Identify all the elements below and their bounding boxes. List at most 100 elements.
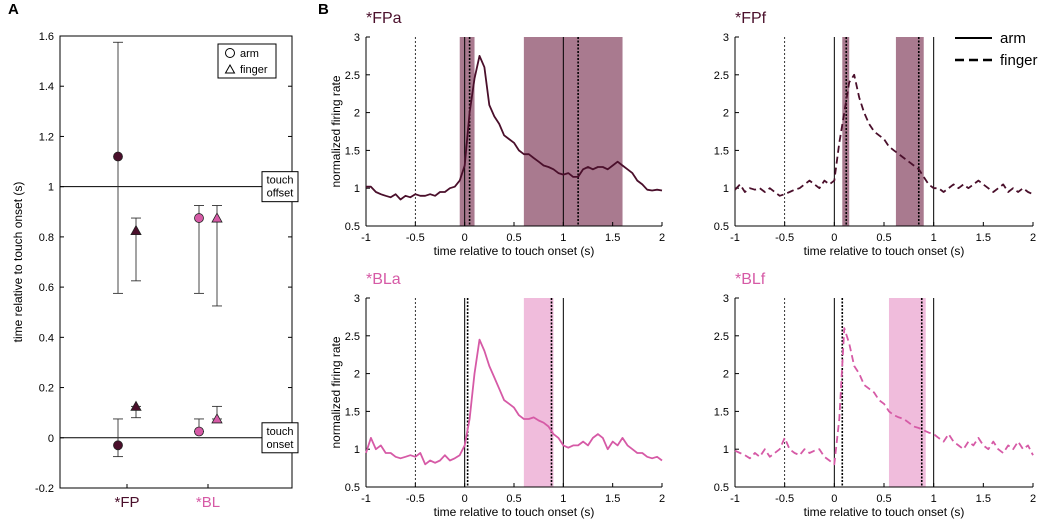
error-bar bbox=[113, 418, 123, 458]
y-tick-label: 2 bbox=[354, 369, 360, 381]
subplot-fpf: -1 -0.5 0 0.5 1 1.5 2 0.5 1 1.5 2 2.5 3 time relative… bbox=[714, 10, 1038, 258]
subplot-title: *BLf bbox=[735, 271, 766, 288]
y-tick-label: 3 bbox=[723, 32, 729, 44]
x-axis-label: time relative to touch onset (s) bbox=[434, 244, 595, 258]
y-tick-label: 1.6 bbox=[39, 31, 54, 43]
y-tick-label: 1 bbox=[723, 183, 729, 195]
x-tick-label: 0.5 bbox=[506, 232, 521, 244]
y-tick-label: 1.5 bbox=[714, 145, 729, 157]
data-point-circle bbox=[113, 151, 123, 162]
y-tick-label: 0.4 bbox=[39, 332, 54, 344]
y-tick-label: 1.4 bbox=[39, 81, 54, 93]
error-bar bbox=[113, 41, 123, 294]
y-tick-label: -0.2 bbox=[35, 483, 54, 495]
x-tick-label: -1 bbox=[730, 493, 740, 505]
panel-letter-a: A bbox=[8, 1, 19, 18]
y-tick-label: 0.6 bbox=[39, 282, 54, 294]
legend-label-finger: finger bbox=[1000, 52, 1038, 69]
reference-label-box bbox=[261, 171, 299, 203]
y-tick-label: 0.5 bbox=[714, 221, 729, 233]
x-tick-label: -0.5 bbox=[406, 232, 425, 244]
panel-letter-b: B bbox=[318, 1, 329, 18]
y-tick-label: 2.5 bbox=[345, 331, 360, 343]
y-tick-label: 0.2 bbox=[39, 383, 54, 395]
x-tick-label: -1 bbox=[730, 232, 740, 244]
legend-label-finger: finger bbox=[240, 64, 268, 76]
significance-shading bbox=[523, 37, 623, 226]
x-axis-label: time relative to touch onset (s) bbox=[804, 244, 965, 258]
y-tick-label: 2.5 bbox=[345, 70, 360, 82]
reference-label-box bbox=[261, 422, 299, 454]
legend-label-arm: arm bbox=[1000, 30, 1026, 47]
x-tick-label: 1.5 bbox=[976, 232, 991, 244]
x-tick-label: 2 bbox=[1030, 493, 1036, 505]
x-tick-label: 0 bbox=[831, 493, 837, 505]
legend: arm finger bbox=[217, 43, 277, 79]
y-tick-label: 1.5 bbox=[345, 406, 360, 418]
subplot-fpa: -1 -0.5 0 0.5 1 1.5 2 0.5 1 1.5 2 2.5 3 time relative… bbox=[329, 10, 665, 258]
y-tick-label: 2.5 bbox=[714, 70, 729, 82]
legend-circle-marker bbox=[225, 48, 235, 58]
x-tick-label: 1 bbox=[931, 232, 937, 244]
subplot-title: *BLa bbox=[366, 271, 401, 288]
x-tick-label: 0.5 bbox=[876, 493, 891, 505]
x-tick-label: 1 bbox=[931, 493, 937, 505]
y-tick-label: 0.5 bbox=[345, 221, 360, 233]
y-axis-label: time relative to touch onset (s) bbox=[11, 182, 25, 343]
x-tick-label: 1.5 bbox=[605, 232, 620, 244]
significance-shading bbox=[523, 298, 554, 487]
reference-label: touch bbox=[267, 426, 294, 438]
x-axis-label: time relative to touch onset (s) bbox=[434, 505, 595, 519]
y-tick-label: 0.5 bbox=[714, 482, 729, 494]
x-tick-label: 0 bbox=[462, 493, 468, 505]
x-tick-label: 1 bbox=[560, 493, 566, 505]
y-axis-label: normalized firing rate bbox=[329, 336, 343, 448]
x-tick-label: 1.5 bbox=[605, 493, 620, 505]
y-axis-label: normalized firing rate bbox=[329, 75, 343, 187]
y-tick-label: 2.5 bbox=[714, 331, 729, 343]
x-tick-label: -0.5 bbox=[406, 493, 425, 505]
firing-rate-line bbox=[366, 55, 663, 201]
data-point-circle bbox=[113, 440, 123, 451]
data-point-triangle bbox=[130, 400, 142, 411]
y-tick-label: 1.2 bbox=[39, 131, 54, 143]
x-tick-label: -0.5 bbox=[775, 493, 794, 505]
reference-label: onset bbox=[267, 439, 294, 451]
x-tick-label: 1.5 bbox=[976, 493, 991, 505]
data-point-circle bbox=[194, 426, 204, 437]
x-axis-label: time relative to touch onset (s) bbox=[804, 505, 965, 519]
x-tick-label: 0 bbox=[462, 232, 468, 244]
reference-label: offset bbox=[267, 188, 294, 200]
data-point-triangle bbox=[211, 413, 223, 424]
x-tick-label: 1 bbox=[560, 232, 566, 244]
panel-a: A -0.2 0 0.2 0.4 0.6 0.8 1 1.2 1.4 1.6 time relativ… bbox=[8, 1, 299, 511]
y-tick-label: 2 bbox=[723, 369, 729, 381]
y-tick-label: 1 bbox=[354, 183, 360, 195]
firing-rate-line bbox=[365, 338, 663, 466]
y-tick-label: 2 bbox=[354, 108, 360, 120]
legend: arm finger bbox=[955, 30, 1038, 69]
y-tick-label: 0.5 bbox=[345, 482, 360, 494]
x-tick-label: 2 bbox=[1030, 232, 1036, 244]
y-tick-label: 1 bbox=[48, 182, 54, 194]
subplot-blf: -1 -0.5 0 0.5 1 1.5 2 0.5 1 1.5 2 2.5 3 time relative… bbox=[714, 271, 1036, 519]
x-tick-label: -0.5 bbox=[775, 232, 794, 244]
reference-label: touch bbox=[267, 175, 294, 187]
firing-rate-line bbox=[734, 73, 1034, 197]
y-tick-label: 0.8 bbox=[39, 232, 54, 244]
subplot-title: *FPf bbox=[735, 10, 767, 27]
y-tick-label: 3 bbox=[723, 293, 729, 305]
category-label: *BL bbox=[196, 494, 220, 511]
significance-shading bbox=[888, 298, 926, 487]
y-tick-label: 1 bbox=[354, 444, 360, 456]
legend-label-arm: arm bbox=[240, 48, 259, 60]
subplot-bla: -1 -0.5 0 0.5 1 1.5 2 0.5 1 1.5 2 2.5 3 time relative… bbox=[329, 271, 665, 519]
data-point-triangle bbox=[211, 212, 223, 223]
y-tick-label: 2 bbox=[723, 108, 729, 120]
plot-frame bbox=[59, 35, 293, 489]
x-tick-label: 0 bbox=[831, 232, 837, 244]
y-tick-label: 3 bbox=[354, 293, 360, 305]
y-tick-label: 3 bbox=[354, 32, 360, 44]
firing-rate-line bbox=[734, 327, 1034, 466]
